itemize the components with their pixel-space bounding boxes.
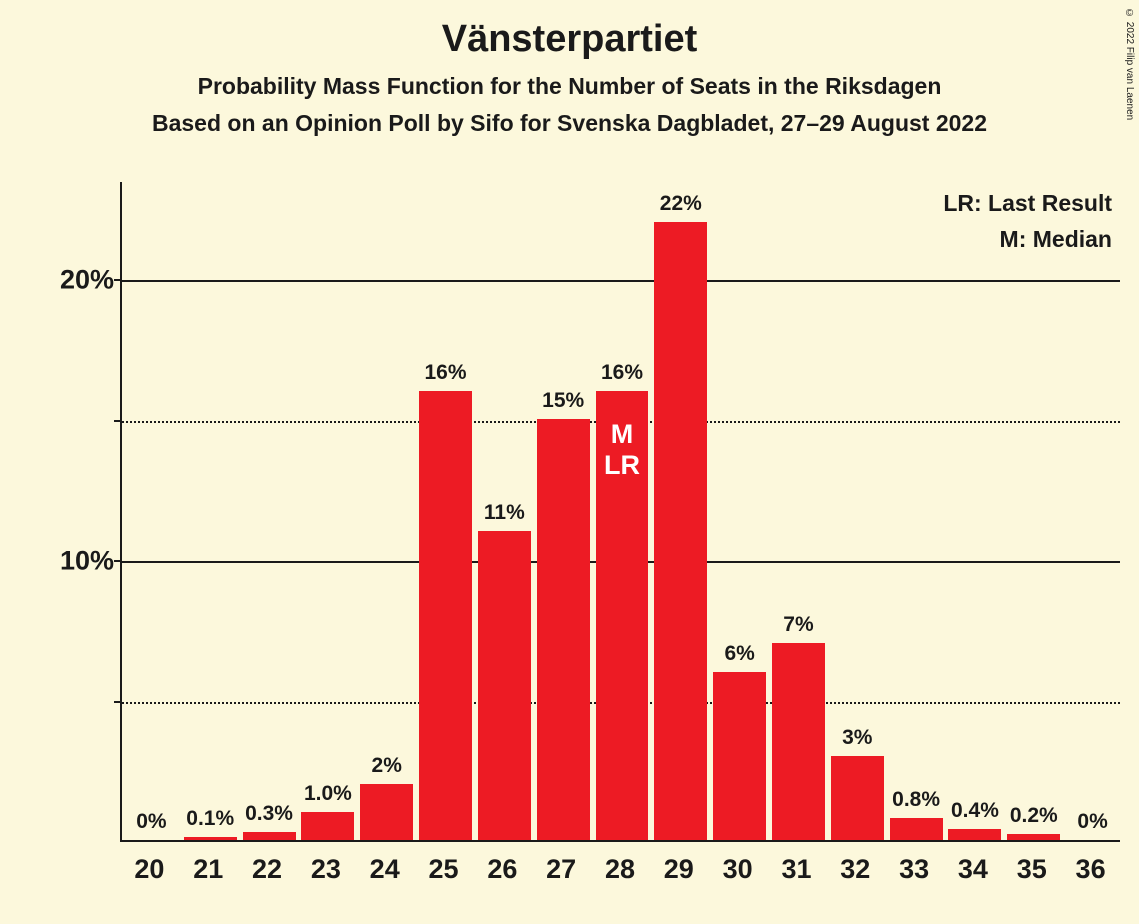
x-axis-label: 28 [605, 854, 635, 885]
gridline-major [122, 280, 1120, 282]
y-tick [114, 701, 122, 703]
y-axis-label: 20% [60, 265, 112, 296]
bar-value-label: 0.2% [1007, 804, 1060, 834]
bar-value-label: 2% [360, 754, 413, 784]
copyright-text: © 2022 Filip van Laenen [1124, 8, 1135, 120]
bar-marker-overlay: MLR [596, 419, 649, 481]
x-axis-label: 34 [958, 854, 988, 885]
bar: 7% [772, 643, 825, 840]
x-axis-label: 30 [723, 854, 753, 885]
x-axis-label: 24 [370, 854, 400, 885]
bar-value-label: 0% [1066, 810, 1119, 840]
bar: 0.2% [1007, 834, 1060, 840]
x-axis-label: 33 [899, 854, 929, 885]
bar: 0.4% [948, 829, 1001, 840]
legend-m: M: Median [943, 222, 1112, 258]
x-axis-label: 26 [487, 854, 517, 885]
bar-value-label: 0.1% [184, 807, 237, 837]
chart-subtitle-1: Probability Mass Function for the Number… [0, 73, 1139, 100]
bar-value-label: 7% [772, 613, 825, 643]
bar-value-label: 16% [596, 361, 649, 391]
bar-value-label: 22% [654, 192, 707, 222]
legend: LR: Last Result M: Median [943, 186, 1112, 257]
bar-value-label: 16% [419, 361, 472, 391]
bar: 22% [654, 222, 707, 840]
x-axis-label: 36 [1076, 854, 1106, 885]
x-axis-label: 23 [311, 854, 341, 885]
chart-title: Vänsterpartiet [0, 0, 1139, 61]
bar-value-label: 6% [713, 642, 766, 672]
x-axis-label: 29 [664, 854, 694, 885]
bar: 0.8% [890, 818, 943, 840]
bar: 15% [537, 419, 590, 840]
bar-value-label: 1.0% [301, 782, 354, 812]
bar-value-label: 3% [831, 726, 884, 756]
bar-value-label: 0% [125, 810, 178, 840]
x-axis-label: 21 [193, 854, 223, 885]
y-tick [114, 560, 122, 562]
plot-container: 10% 20% LR: Last Result M: Median 0% 0.1% 0… [60, 182, 1120, 902]
bar: 0.1% [184, 837, 237, 840]
bar: 2% [360, 784, 413, 840]
bar-value-label: 0.3% [243, 802, 296, 832]
y-axis-label: 10% [60, 546, 112, 577]
bar: 1.0% [301, 812, 354, 840]
bar: 0.3% [243, 832, 296, 840]
y-tick [114, 420, 122, 422]
y-tick [114, 279, 122, 281]
bar-value-label: 15% [537, 389, 590, 419]
legend-lr: LR: Last Result [943, 186, 1112, 222]
marker-line: LR [596, 450, 649, 481]
bar-value-label: 0.4% [948, 799, 1001, 829]
marker-line: M [596, 419, 649, 450]
x-axis-label: 22 [252, 854, 282, 885]
x-axis-label: 20 [134, 854, 164, 885]
bar: 3% [831, 756, 884, 840]
chart-subtitle-2: Based on an Opinion Poll by Sifo for Sve… [0, 110, 1139, 137]
plot-area: LR: Last Result M: Median 0%0.1%0.3%1.0%… [120, 182, 1120, 842]
bar: 11% [478, 531, 531, 840]
bar-value-label: 11% [478, 501, 531, 531]
bar: 6% [713, 672, 766, 841]
x-axis-label: 35 [1017, 854, 1047, 885]
x-axis-label: 32 [840, 854, 870, 885]
x-axis-label: 27 [546, 854, 576, 885]
x-axis-label: 31 [781, 854, 811, 885]
bar: 16% [419, 391, 472, 840]
x-axis-label: 25 [428, 854, 458, 885]
bar-value-label: 0.8% [890, 788, 943, 818]
bar: 16%MLR [596, 391, 649, 840]
